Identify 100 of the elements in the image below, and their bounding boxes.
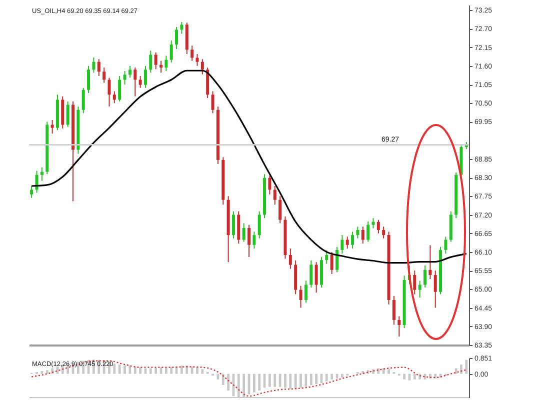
bar: [304, 374, 308, 387]
candlestick: [304, 280, 308, 304]
candlestick: [288, 248, 292, 270]
bar: [274, 374, 276, 387]
bar: [222, 374, 224, 385]
bar: [139, 367, 142, 374]
candlestick: [314, 262, 318, 294]
bar: [196, 367, 198, 374]
bar: [180, 365, 183, 374]
bar: [258, 374, 261, 391]
candlestick: [366, 221, 370, 242]
bar: [330, 374, 334, 380]
candlestick: [248, 224, 250, 258]
bar: [170, 366, 173, 374]
candlestick: [118, 76, 122, 102]
candlestick: [346, 236, 349, 250]
bar: [310, 374, 312, 385]
candlestick: [170, 40, 173, 64]
bar: [149, 368, 152, 374]
bar: [325, 374, 328, 382]
candlestick: [278, 196, 282, 224]
bar: [237, 374, 240, 398]
candlestick: [258, 210, 261, 239]
bar: [278, 374, 282, 387]
candlestick: [144, 65, 147, 88]
bar: [300, 374, 302, 388]
bar: [164, 367, 168, 374]
candlestick: [87, 65, 90, 94]
candlestick: [102, 67, 106, 84]
candlestick: [200, 58, 204, 75]
candlestick: [325, 250, 328, 264]
bar: [252, 374, 256, 392]
candlestick: [310, 260, 313, 288]
candlestick: [154, 52, 158, 70]
candlestick: [164, 55, 168, 72]
candlestick: [112, 90, 116, 104]
bar: [124, 365, 126, 374]
bar: [128, 365, 132, 374]
candlestick: [175, 26, 178, 50]
bar: [465, 360, 468, 374]
candlestick: [351, 231, 354, 250]
bar: [201, 369, 204, 374]
candlestick: [398, 316, 401, 338]
candlestick: [428, 244, 432, 280]
bar: [76, 362, 80, 374]
candlestick: [273, 185, 276, 206]
candlestick: [138, 76, 142, 88]
candlestick: [392, 295, 396, 326]
candlestick: [340, 234, 344, 254]
bar: [190, 366, 194, 374]
bar: [216, 374, 220, 380]
candlestick: [242, 222, 246, 242]
candlestick: [180, 21, 184, 34]
candlestick: [372, 218, 375, 229]
candlestick: [149, 50, 152, 74]
candlestick: [418, 280, 422, 298]
candlestick: [160, 60, 162, 74]
candlestick: [82, 87, 85, 114]
bar: [40, 371, 44, 374]
candlestick: [40, 166, 44, 182]
candlestick: [361, 226, 364, 244]
bar: [268, 374, 271, 387]
candlestick: [330, 251, 334, 274]
candlestick: [211, 90, 214, 114]
candlestick: [444, 236, 448, 254]
bar: [118, 364, 121, 374]
candlestick: [336, 246, 338, 273]
candlestick: [190, 45, 194, 62]
candlestick: [30, 185, 34, 198]
candlestick: [299, 285, 302, 308]
bar: [315, 374, 318, 384]
bar: [134, 366, 136, 374]
candlestick: [92, 56, 96, 74]
bar: [413, 374, 416, 380]
candlestick: [134, 67, 137, 97]
candlestick: [434, 270, 437, 308]
bar: [377, 368, 380, 374]
bar: [403, 374, 406, 380]
bar: [227, 374, 230, 391]
candlestick: [123, 70, 126, 85]
bar: [46, 370, 48, 374]
candlestick: [97, 58, 100, 77]
candlestick: [413, 270, 416, 295]
candlestick: [232, 210, 235, 239]
candlestick: [128, 65, 132, 78]
bar: [388, 369, 390, 374]
bar: [242, 374, 246, 398]
candlestick: [196, 54, 199, 66]
candlestick: [252, 231, 256, 250]
candlestick: [376, 219, 380, 234]
bar: [154, 368, 158, 374]
candlestick: [268, 175, 272, 195]
candlestick: [424, 264, 426, 288]
bar: [460, 364, 462, 374]
bar: [340, 374, 344, 378]
candlestick: [382, 226, 386, 239]
candlestick: [356, 226, 360, 239]
bar: [113, 364, 116, 374]
bar: [294, 374, 297, 389]
bar: [284, 374, 286, 388]
